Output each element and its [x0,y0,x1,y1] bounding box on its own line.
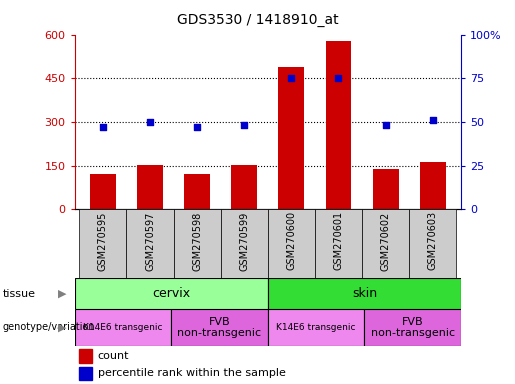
Point [428,117,437,123]
Bar [137,165,163,209]
Bar [221,209,268,278]
Text: ▶: ▶ [58,322,67,333]
Text: GSM270595: GSM270595 [98,211,108,271]
Text: skin: skin [352,287,377,300]
Text: FVB
non-transgenic: FVB non-transgenic [178,316,262,338]
Point [240,122,248,129]
Bar [171,309,268,346]
Text: cervix: cervix [152,287,191,300]
Text: GSM270601: GSM270601 [333,211,344,270]
Text: GSM270599: GSM270599 [239,211,249,271]
Bar [409,209,456,278]
Text: GSM270598: GSM270598 [192,211,202,271]
Bar [268,278,461,309]
Text: FVB
non-transgenic: FVB non-transgenic [371,316,455,338]
Point [193,124,201,130]
Text: count: count [98,351,129,361]
Bar [90,174,116,209]
Point [146,119,154,125]
Bar [184,174,210,209]
Text: genotype/variation: genotype/variation [3,322,95,333]
Text: GSM270600: GSM270600 [286,211,296,270]
Bar [373,169,399,209]
Text: K14E6 transgenic: K14E6 transgenic [83,323,163,332]
Text: tissue: tissue [3,289,36,299]
Text: GDS3530 / 1418910_at: GDS3530 / 1418910_at [177,13,338,27]
Text: percentile rank within the sample: percentile rank within the sample [98,368,286,379]
Bar [268,209,315,278]
Bar [420,162,445,209]
Text: GSM270597: GSM270597 [145,211,155,271]
Bar [315,209,362,278]
Bar [268,309,365,346]
Text: ▶: ▶ [58,289,67,299]
Point [99,124,107,130]
Bar [75,309,171,346]
Bar [174,209,221,278]
Text: GSM270603: GSM270603 [427,211,438,270]
Bar [78,367,92,380]
Bar [365,309,461,346]
Bar [79,209,127,278]
Bar [231,165,257,209]
Point [382,122,390,129]
Text: K14E6 transgenic: K14E6 transgenic [277,323,356,332]
Bar [362,209,409,278]
Bar [78,349,92,363]
Bar [279,66,304,209]
Bar [325,41,351,209]
Point [334,75,342,81]
Bar [75,278,268,309]
Text: GSM270602: GSM270602 [381,211,390,271]
Point [287,75,296,81]
Bar [127,209,174,278]
